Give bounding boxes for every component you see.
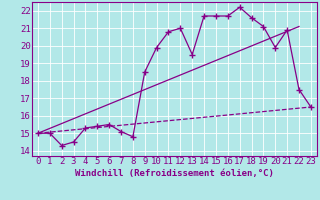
X-axis label: Windchill (Refroidissement éolien,°C): Windchill (Refroidissement éolien,°C) xyxy=(75,169,274,178)
